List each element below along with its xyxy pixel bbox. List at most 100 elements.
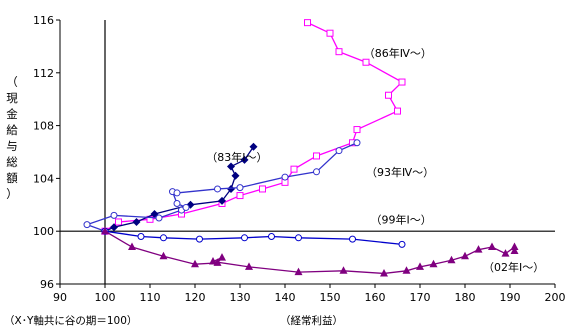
x-tick-label: 120 xyxy=(185,291,206,304)
data-point xyxy=(398,240,406,248)
data-point xyxy=(241,234,248,242)
y-tick-label: 108 xyxy=(33,120,54,133)
data-point xyxy=(326,29,334,37)
data-point xyxy=(182,203,190,211)
data-point xyxy=(110,223,118,232)
data-point xyxy=(501,249,510,257)
data-point xyxy=(335,147,343,155)
y-axis-label-char: ） xyxy=(6,187,18,201)
data-point xyxy=(214,185,221,193)
data-point xyxy=(128,242,136,251)
y-tick-label: 116 xyxy=(33,14,54,27)
data-point xyxy=(304,19,311,27)
y-axis-label-char: 与 xyxy=(6,139,18,153)
data-point xyxy=(353,139,361,147)
y-axis-label-char: 給 xyxy=(6,123,18,137)
data-point xyxy=(218,253,226,261)
data-point xyxy=(115,218,122,226)
data-point xyxy=(429,259,438,268)
data-point xyxy=(259,185,266,193)
y-tick-label: 112 xyxy=(33,67,54,80)
axes: 90 100 110 120 130 140 150 160 170 180 190 200 96 100… xyxy=(33,14,566,304)
x-axis-label: （経常利益） xyxy=(280,314,343,327)
x-tick-label: 190 xyxy=(500,291,521,304)
data-point xyxy=(447,255,456,264)
data-point xyxy=(290,165,298,173)
data-point xyxy=(402,266,411,274)
data-point xyxy=(155,214,163,222)
data-point xyxy=(245,262,253,270)
data-point xyxy=(196,235,203,243)
series-label: （02年Ⅰ～） xyxy=(483,260,544,274)
data-point xyxy=(362,58,370,66)
y-axis-label-char: 金 xyxy=(6,107,18,121)
y-axis-label-char: （ xyxy=(6,75,18,89)
data-point xyxy=(416,262,424,270)
data-point xyxy=(394,107,401,115)
x-tick-label: 150 xyxy=(320,291,341,304)
data-point xyxy=(510,242,519,251)
x-tick-label: 140 xyxy=(275,291,296,304)
data-point xyxy=(335,48,343,56)
data-point xyxy=(510,246,519,254)
series-label: （99年Ⅰ～） xyxy=(371,212,432,226)
data-point xyxy=(110,211,118,219)
data-point xyxy=(209,257,217,265)
data-point xyxy=(380,268,388,277)
data-point xyxy=(353,126,361,134)
data-point xyxy=(313,152,320,160)
x-tick-label: 160 xyxy=(365,291,386,304)
data-point xyxy=(160,234,167,242)
x-tick-label: 170 xyxy=(410,291,431,304)
data-point xyxy=(349,235,356,243)
data-point xyxy=(385,91,392,99)
y-tick-label: 104 xyxy=(33,172,54,185)
data-point xyxy=(173,189,181,197)
y-axis-label-char: 総 xyxy=(6,155,18,169)
data-point xyxy=(227,162,235,171)
data-point xyxy=(137,232,145,240)
series-group xyxy=(101,227,406,248)
data-point xyxy=(227,184,235,193)
y-axis-label-char: 額 xyxy=(6,171,18,185)
data-point xyxy=(159,251,168,260)
data-point xyxy=(249,142,258,151)
data-point xyxy=(231,171,240,180)
x-tick-label: 110 xyxy=(140,291,161,304)
data-point xyxy=(101,226,109,235)
data-point xyxy=(294,267,303,276)
data-point xyxy=(236,184,244,192)
data-point xyxy=(398,78,406,86)
data-point xyxy=(461,251,469,260)
data-point xyxy=(132,217,141,226)
series-group xyxy=(83,139,361,235)
data-point xyxy=(313,168,320,176)
data-point xyxy=(339,266,348,274)
x-tick-label: 100 xyxy=(95,291,116,304)
data-point xyxy=(474,245,483,253)
series-label: （86年Ⅳ～） xyxy=(364,46,432,60)
series-group xyxy=(101,226,519,277)
label-layer: （86年Ⅳ～） （83年Ⅰ～） （93年Ⅳ～） （99年Ⅰ～） （02年Ⅰ～） xyxy=(206,46,544,274)
data-point xyxy=(83,221,91,229)
x-tick-label: 200 xyxy=(545,291,566,304)
data-point xyxy=(191,259,199,268)
data-point xyxy=(281,173,289,181)
data-point xyxy=(488,242,496,251)
data-point xyxy=(218,196,226,205)
data-point xyxy=(295,234,302,242)
data-point xyxy=(268,232,275,240)
series-label: （83年Ⅰ～） xyxy=(206,150,267,164)
y-tick-label: 96 xyxy=(40,278,54,291)
data-point xyxy=(173,199,181,207)
series-layer xyxy=(83,19,519,277)
y-tick-label: 100 xyxy=(33,225,54,238)
data-point xyxy=(240,155,249,164)
x-tick-label: 130 xyxy=(230,291,251,304)
x-tick-label: 90 xyxy=(53,291,67,304)
data-point xyxy=(236,192,244,200)
y-axis-label-char: 現 xyxy=(6,91,18,105)
